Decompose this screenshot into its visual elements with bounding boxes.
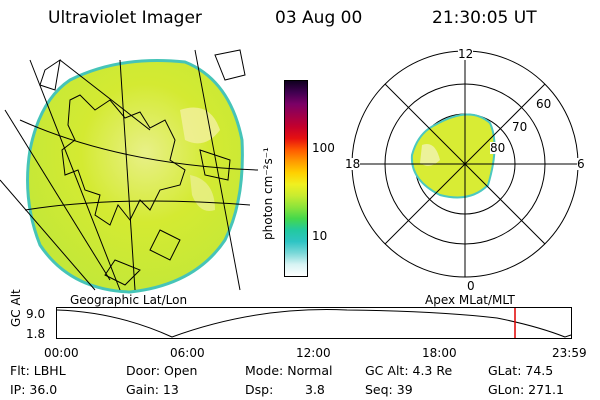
lat-lon-grid: [0, 49, 259, 291]
altitude-axis-label: GC Alt: [9, 289, 23, 327]
xtick-0000: 00:00: [44, 346, 79, 360]
lat-label-60: 60: [536, 97, 552, 111]
xtick-0600: 06:00: [170, 346, 205, 360]
time-label: 21:30:05 UT: [432, 8, 537, 28]
colorbar: [284, 80, 308, 277]
altitude-plot-frame: [56, 307, 572, 339]
gc-alt-info: GC Alt: 4.3 Re: [365, 363, 453, 378]
altitude-ytick-high: 9.0: [26, 307, 46, 321]
glat-info: GLat: 74.5: [488, 363, 554, 378]
seq-info: Seq: 39: [365, 382, 413, 397]
gain-info: Gain: 13: [126, 382, 179, 397]
geographic-image: [0, 49, 259, 294]
colorbar-unit-label: photon cm⁻²s⁻¹: [261, 147, 275, 240]
mode-info: Mode: Normal: [245, 363, 333, 378]
glon-info: GLon: 271.1: [488, 382, 564, 397]
altitude-curve: [56, 308, 572, 338]
coastline: [39, 49, 246, 286]
mlt-label-0: 0: [467, 279, 475, 293]
filter-info: Flt: LBHL: [10, 363, 66, 378]
colorbar-tick-10: 10: [312, 229, 328, 243]
dsp-label: Dsp:: [245, 382, 274, 397]
date-label: 03 Aug 00: [275, 8, 363, 28]
dsp-value: 3.8: [305, 382, 325, 397]
mlt-label-6: 6: [577, 157, 585, 171]
xtick-1800: 18:00: [422, 346, 457, 360]
right-panel-caption: Apex MLat/MLT: [425, 293, 515, 307]
polar-plot: [351, 50, 579, 278]
ip-info: IP: 36.0: [10, 382, 58, 397]
lat-label-80: 80: [490, 141, 506, 155]
door-info: Door: Open: [126, 363, 198, 378]
instrument-title: Ultraviolet Imager: [48, 8, 202, 28]
altitude-ytick-low: 1.8: [26, 327, 46, 341]
xtick-2359: 23:59: [552, 346, 587, 360]
lat-label-70: 70: [512, 120, 528, 134]
xtick-1200: 12:00: [296, 346, 331, 360]
mlt-label-12: 12: [458, 47, 474, 61]
aurora-oval: [410, 113, 496, 199]
left-panel-caption: Geographic Lat/Lon: [70, 293, 188, 307]
mlt-label-18: 18: [345, 157, 361, 171]
colorbar-tick-100: 100: [312, 141, 335, 155]
